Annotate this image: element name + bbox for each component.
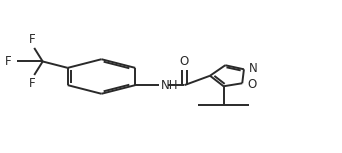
Text: O: O: [180, 55, 189, 68]
Text: F: F: [29, 33, 36, 46]
Text: F: F: [4, 55, 11, 68]
Text: F: F: [29, 77, 36, 90]
Text: NH: NH: [161, 79, 178, 92]
Text: N: N: [249, 62, 258, 75]
Text: O: O: [247, 78, 256, 91]
